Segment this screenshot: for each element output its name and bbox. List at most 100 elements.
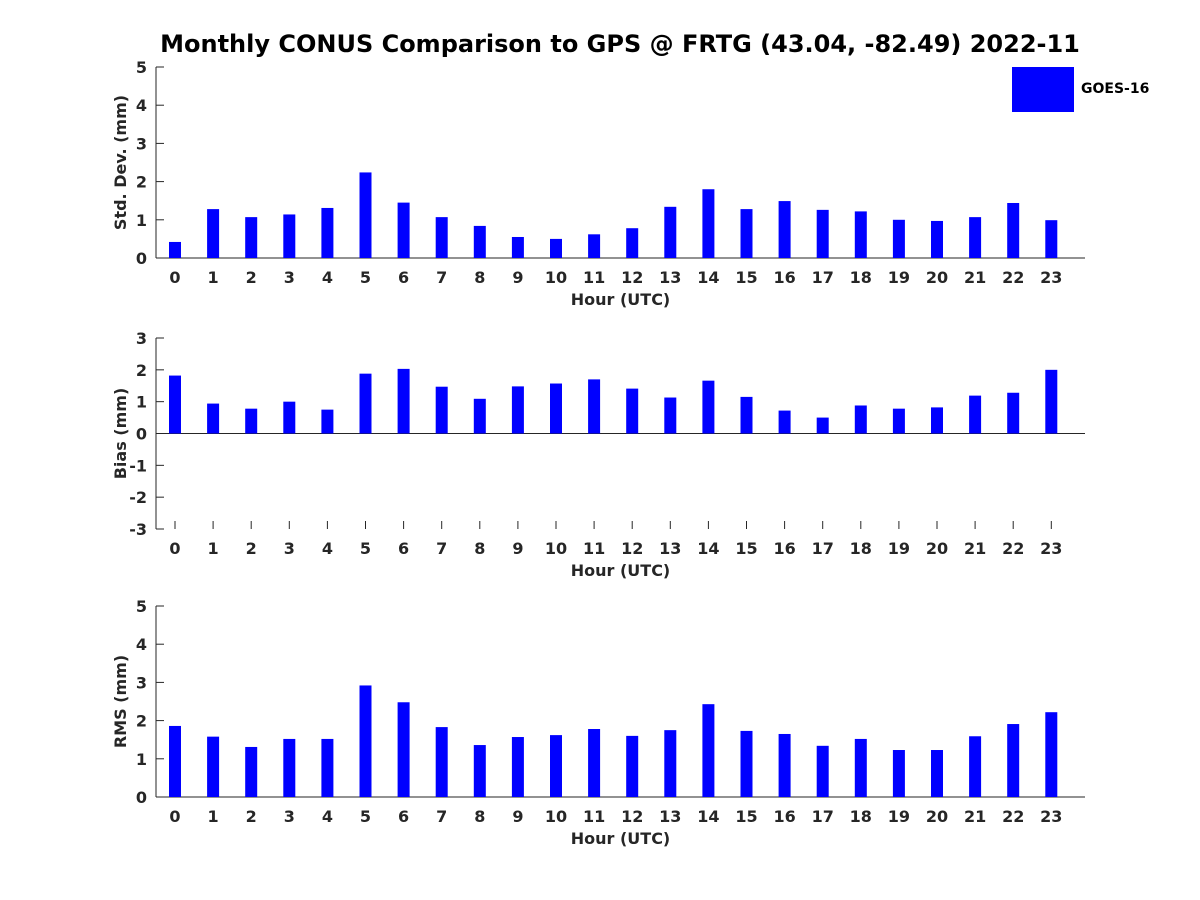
x-axis-label: Hour (UTC)	[571, 290, 671, 309]
x-tick-label: 21	[964, 807, 986, 826]
bar	[588, 379, 601, 434]
bar	[283, 738, 296, 797]
bar	[511, 236, 524, 258]
legend-label: GOES-16	[1081, 81, 1150, 97]
y-tick-label: -1	[129, 456, 147, 475]
x-tick-label: 14	[697, 539, 719, 558]
bar	[969, 217, 982, 258]
x-tick-label: 9	[512, 268, 523, 287]
y-tick-label: 1	[136, 393, 147, 412]
bar	[321, 409, 334, 434]
chart-title: Monthly CONUS Comparison to GPS @ FRTG (…	[160, 30, 1080, 58]
bar	[931, 407, 943, 434]
x-tick-label: 9	[512, 539, 523, 558]
x-tick-label: 3	[284, 807, 295, 826]
bar	[435, 386, 448, 434]
bar	[473, 225, 486, 258]
x-tick-label: 23	[1040, 268, 1062, 287]
bar	[702, 189, 715, 258]
bar	[892, 408, 905, 434]
y-tick-label: 4	[136, 635, 147, 654]
x-tick-label: 2	[246, 539, 257, 558]
y-tick-label: -3	[129, 520, 147, 539]
x-tick-label: 22	[1002, 268, 1024, 287]
bar	[931, 220, 943, 258]
bar	[359, 172, 372, 258]
bar	[816, 745, 829, 797]
bar	[397, 368, 410, 434]
x-tick-label: 15	[735, 539, 757, 558]
bar	[778, 410, 791, 434]
x-tick-label: 7	[436, 268, 447, 287]
x-axis-label: Hour (UTC)	[571, 829, 671, 848]
bar	[359, 373, 372, 434]
x-tick-label: 7	[436, 539, 447, 558]
x-tick-label: 11	[583, 268, 605, 287]
bar	[397, 202, 410, 258]
x-tick-label: 21	[964, 268, 986, 287]
x-tick-label: 2	[246, 807, 257, 826]
x-tick-label: 19	[888, 807, 910, 826]
bar	[969, 395, 982, 434]
bar	[1045, 712, 1058, 797]
bar	[626, 228, 639, 258]
x-tick-label: 5	[360, 539, 371, 558]
y-tick-label: 1	[136, 750, 147, 769]
x-tick-label: 20	[926, 268, 948, 287]
x-tick-label: 4	[322, 807, 333, 826]
bar	[435, 727, 448, 797]
x-tick-label: 20	[926, 539, 948, 558]
bar	[1007, 724, 1020, 797]
bar	[588, 234, 601, 258]
bar	[550, 735, 562, 797]
x-tick-label: 15	[735, 268, 757, 287]
bar	[550, 383, 562, 434]
x-tick-label: 0	[169, 268, 180, 287]
x-tick-label: 13	[659, 268, 681, 287]
x-tick-label: 8	[474, 807, 485, 826]
x-tick-label: 18	[850, 539, 872, 558]
x-tick-label: 23	[1040, 539, 1062, 558]
bar	[207, 209, 220, 258]
x-tick-label: 23	[1040, 807, 1062, 826]
x-tick-label: 7	[436, 807, 447, 826]
x-tick-label: 3	[284, 539, 295, 558]
bar	[664, 397, 677, 434]
x-axis-label: Hour (UTC)	[571, 561, 671, 580]
x-tick-label: 14	[697, 268, 719, 287]
x-tick-label: 0	[169, 807, 180, 826]
bar	[245, 408, 258, 434]
x-tick-label: 4	[322, 539, 333, 558]
x-tick-label: 9	[512, 807, 523, 826]
bar	[626, 388, 639, 434]
bar	[702, 704, 715, 797]
bar	[359, 685, 372, 797]
bar	[588, 729, 601, 797]
x-tick-label: 13	[659, 539, 681, 558]
x-tick-label: 3	[284, 268, 295, 287]
x-tick-label: 13	[659, 807, 681, 826]
bar	[207, 403, 220, 434]
bar	[473, 745, 486, 797]
bar	[1007, 392, 1020, 434]
bar	[664, 206, 677, 258]
x-tick-label: 2	[246, 268, 257, 287]
x-tick-label: 8	[474, 268, 485, 287]
bar	[511, 386, 524, 434]
y-tick-label: 5	[136, 597, 147, 616]
x-tick-label: 10	[545, 807, 567, 826]
bar	[854, 738, 867, 797]
bar	[245, 217, 258, 258]
x-tick-label: 16	[773, 539, 795, 558]
y-tick-label: 2	[136, 361, 147, 380]
legend-swatch	[1012, 67, 1074, 112]
x-tick-label: 16	[773, 268, 795, 287]
y-tick-label: 2	[136, 712, 147, 731]
bar	[435, 217, 448, 258]
bar	[550, 238, 562, 258]
bar	[321, 207, 334, 258]
x-tick-label: 17	[812, 539, 834, 558]
y-axis-label: Std. Dev. (mm)	[111, 95, 130, 230]
